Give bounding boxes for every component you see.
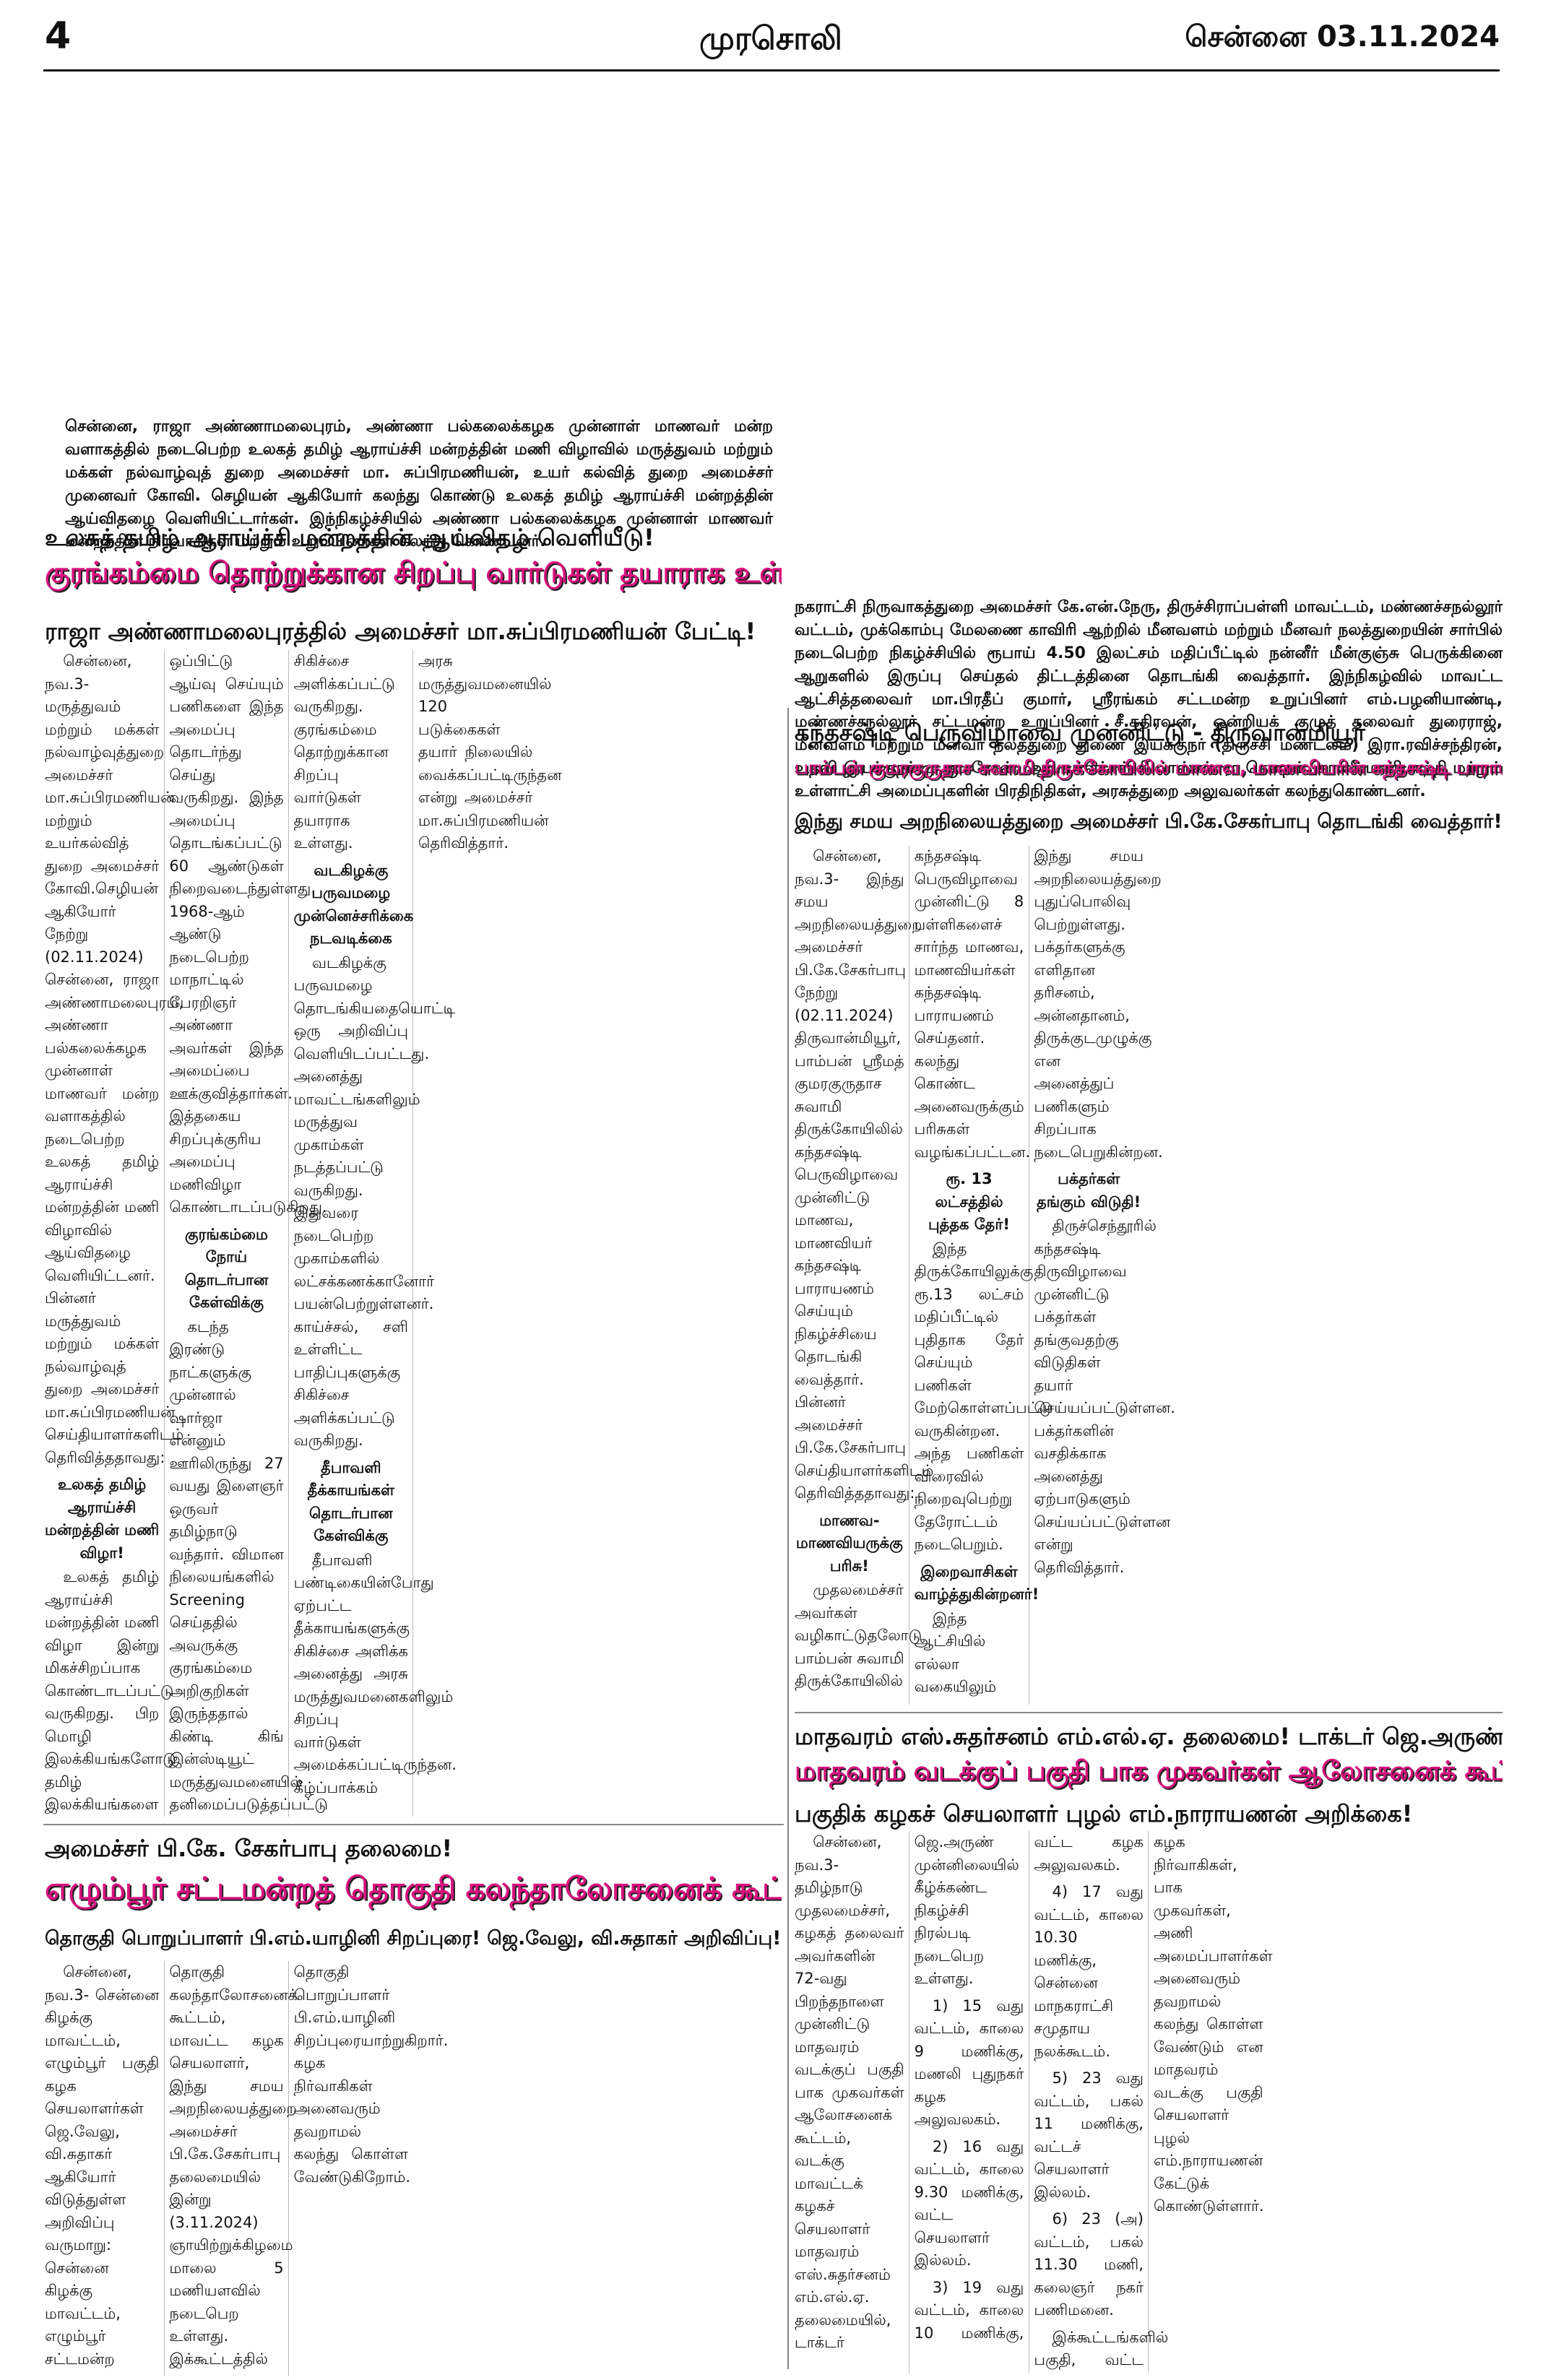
paragraph: 6) 23 (அ) வட்டம், பகல் 11.30 மணி, கலைஞர்…: [1034, 2210, 1144, 2319]
paragraph: இக்கூட்டங்களில் பகுதி, வட்ட கழக நிர்வாகி…: [1034, 1833, 1273, 2368]
page-number: 4: [45, 14, 72, 58]
paragraph: திருச்செந்தூரில் கந்தசஷ்டி திருவிழாவை மு…: [1034, 1217, 1175, 1576]
headline: எழும்பூர் சட்டமன்றத் தொகுதி கலந்தாலோசனைக…: [45, 1871, 782, 1906]
kicker: அமைச்சர் பி.கே. சேகர்பாபு தலைமை!: [45, 1835, 453, 1862]
headline: குரங்கம்மை தொற்றுக்கான சிறப்பு வார்டுகள்…: [45, 556, 782, 589]
photo-caption: சென்னை, ராஜா அண்ணாமலைபுரம், அண்ணா பல்கலை…: [65, 417, 773, 551]
paragraph: 2) 16 வது வட்டம், காலை 9.30 மணிக்கு, வட்…: [914, 2137, 1024, 2269]
paragraph: இந்த திருக்கோயிலுக்கு ரூ.13 லட்சம் மதிப்…: [914, 1239, 1053, 1554]
article-body: சென்னை, நவ.3- மருத்துவம் மற்றும் மக்கள் …: [45, 650, 782, 1817]
article-body: சென்னை, நவ.3- இந்து சமய அறநிலையத்துறை அம…: [795, 845, 1503, 1705]
subheading: உலகத் தமிழ் ஆராய்ச்சி மன்றத்தின் மணி விழ…: [45, 1476, 160, 1562]
paragraph: வடகிழக்கு பருவமழை தொடங்கியதையொட்டி ஒரு அ…: [293, 953, 456, 1450]
paragraph: 1) 15 வது வட்டம், காலை 9 மணிக்கு, மணலி ப…: [914, 1996, 1024, 2129]
article-divider: [795, 1712, 1503, 1713]
kicker: மாதவரம் எஸ்.சுதர்சனம் எம்.எல்.ஏ. தலைமை! …: [795, 1723, 1503, 1750]
dateline: சென்னை 03.11.2024: [1185, 20, 1500, 53]
paragraph: 5) 23 வது வட்டம், பகல் 11 மணிக்கு, வட்டச…: [1034, 2069, 1144, 2201]
deck: தொகுதி பொறுப்பாளர் பி.எம்.யாழினி சிறப்பு…: [45, 1927, 782, 1950]
subheading: பக்தர்கள் தங்கும் விடுதி!: [1037, 1170, 1141, 1211]
paragraph: சென்னை, நவ.3- தமிழ்நாடு முதலமைச்சர், கழக…: [795, 1833, 1019, 2351]
article-body: சென்னை, நவ.3- தமிழ்நாடு முதலமைச்சர், கழக…: [795, 1831, 1503, 2373]
paragraph: சென்னை, நவ.3- இந்து சமய அறநிலையத்துறை அம…: [795, 847, 934, 1502]
paragraph: சென்னை, நவ.3- மருத்துவம் மற்றும் மக்கள் …: [45, 652, 184, 1466]
subheading: குரங்கம்மை நோய் தொடர்பான கேள்விக்கு: [184, 1225, 269, 1312]
subheading: மாணவ-மாணவியருக்கு பரிசு!: [795, 1511, 903, 1575]
paragraph: சென்னை, நவ.3- சென்னை கிழக்கு மாவட்டம், எ…: [45, 1963, 449, 2368]
paragraph: கடந்த இரண்டு நாட்களுக்கு முன்னால் ஷார்ஜா…: [169, 652, 395, 1813]
header-rule: [43, 69, 1500, 72]
paragraph: 3) 19 வது வட்டம், காலை 10 மணிக்கு, வட்ட …: [914, 1833, 1144, 2342]
kicker: உலகத் தமிழ் ஆராய்ச்சி மன்றத்தின் ஆய்விதழ…: [45, 524, 654, 551]
subheading: தீபாவளி தீக்காயங்கள் தொடர்பான கேள்விக்கு: [307, 1458, 394, 1545]
deck: பகுதிக் கழகச் செயலாளர் புழல் எம்.நாராயணன…: [795, 1800, 1413, 1827]
deck: இந்து சமய அறநிலையத்துறை அமைச்சர் பி.கே.ச…: [795, 810, 1503, 833]
paragraph: இந்த ஆட்சியில் எல்லா வகையிலும் இந்து சமய…: [914, 847, 1163, 1695]
paragraph: தீபாவளி பண்டிகையின்போது ஏற்பட்ட தீக்காயங…: [293, 652, 562, 1796]
article-body: சென்னை, நவ.3- சென்னை கிழக்கு மாவட்டம், எ…: [45, 1961, 782, 2376]
kicker: கந்தசஷ்டி பெருவிழாவை முன்னிட்டு - திருவா…: [795, 719, 1365, 746]
article-divider: [43, 1824, 784, 1825]
subheading: இறைவாசிகள் வாழ்த்துகின்றனர்!: [914, 1562, 1040, 1604]
headline: மாதவரம் வடக்குப் பகுதி பாக முகவர்கள் ஆலோ…: [795, 1755, 1503, 1786]
paragraph: 4) 17 வது வட்டம், காலை 10.30 மணிக்கு, செ…: [1034, 1883, 1144, 2060]
subheading: ரூ. 13 லட்சத்தில் புத்தக தேர்!: [928, 1170, 1010, 1233]
photo-caption: நகராட்சி நிருவாகத்துறை அமைச்சர் கே.என்.ந…: [795, 598, 1503, 801]
paragraph: முதலமைச்சர் அவர்கள் வழிகாட்டுதலோடு பாம்ப…: [795, 847, 1031, 1689]
masthead: முரசொலி: [699, 20, 842, 57]
headline: பாம்பன் குமரகுருதாச சுவாமி திருக்கோயிலில…: [795, 757, 1503, 779]
paragraph: உலகத் தமிழ் ஆராய்ச்சி மன்றத்தின் மணி விழ…: [45, 652, 327, 1813]
column-divider: [787, 708, 789, 2369]
deck: ராஜா அண்ணாமலைபுரத்தில் அமைச்சர் மா.சுப்ப…: [45, 618, 756, 645]
subheading: வடகிழக்கு பருவமழை முன்னெச்சரிக்கை நடவடிக…: [293, 861, 414, 948]
